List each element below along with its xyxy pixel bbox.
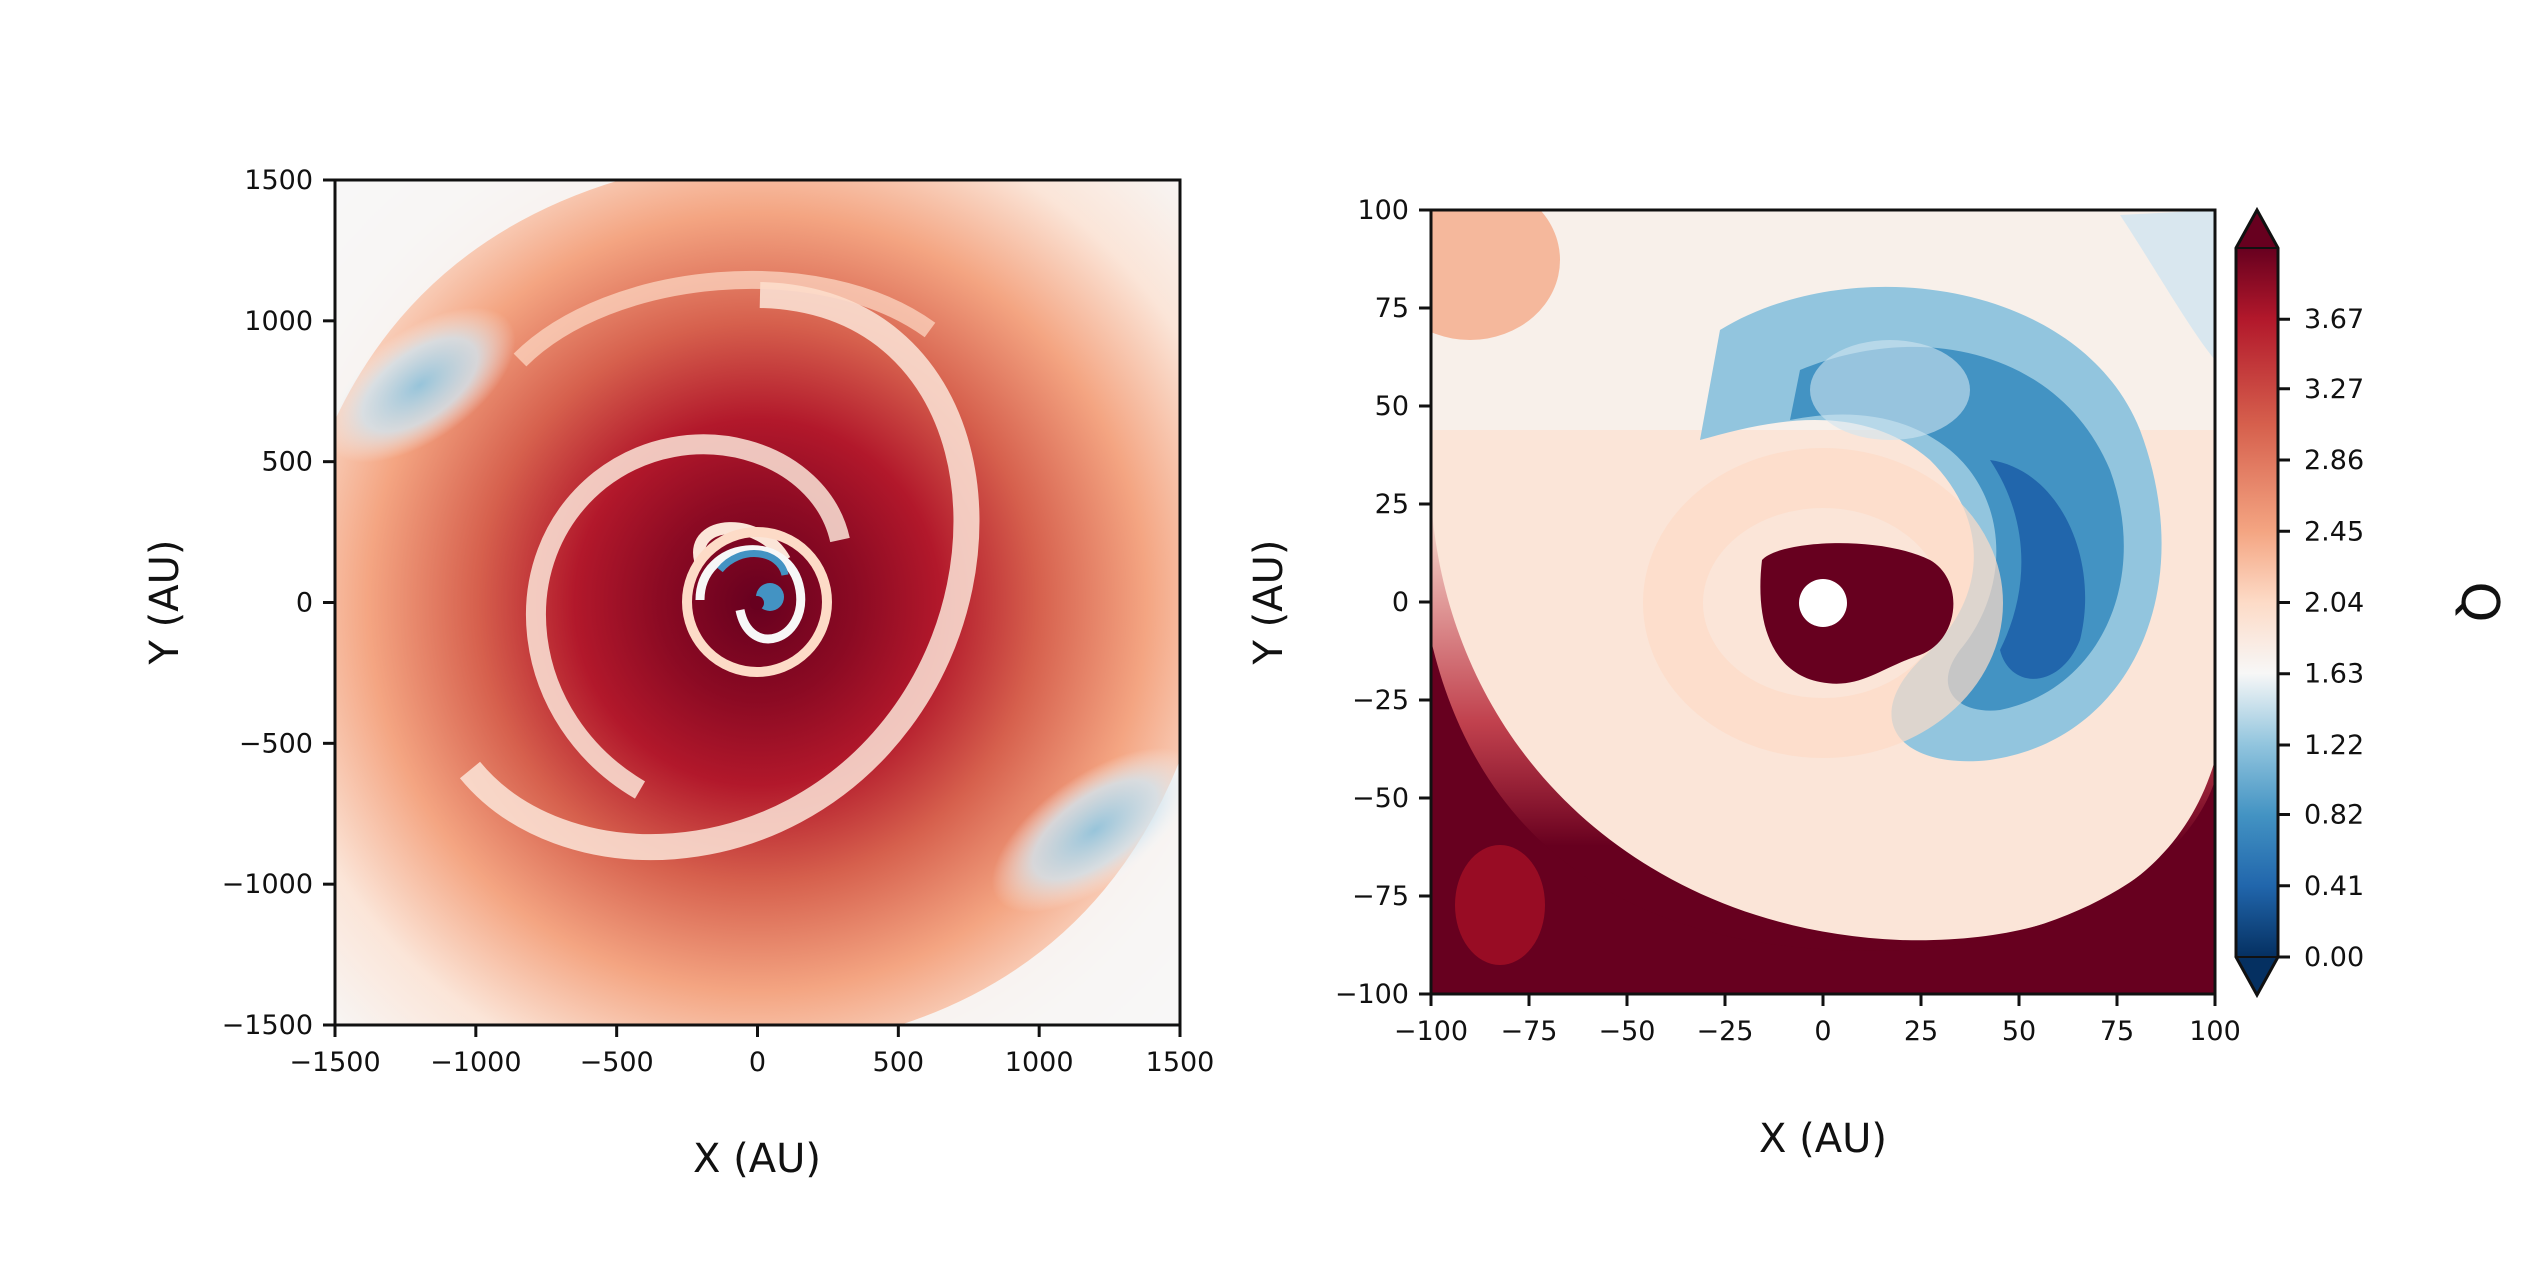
left-x-tick-label: 0 xyxy=(749,1047,766,1078)
left-x-tick-label: 1500 xyxy=(1146,1047,1215,1078)
right-y-tick-label: −25 xyxy=(1352,685,1409,716)
colorbar-tick-label: 2.45 xyxy=(2304,516,2364,547)
left-x-axis-label: X (AU) xyxy=(693,1136,821,1182)
colorbar-tick-label: 0.41 xyxy=(2304,871,2364,902)
right-heatmap-panel: −100 −75 −50 −25 0 25 50 75 100 −100 −75 −50 −25 0 25… xyxy=(1246,195,2241,1162)
colorbar-tick-label: 3.67 xyxy=(2304,304,2364,335)
colorbar-tick-label: 0.00 xyxy=(2304,942,2364,973)
colorbar: 0.00 0.41 0.82 1.22 1.63 2.04 2.45 2.86 3.27 3.67… xyxy=(2234,206,2509,999)
right-y-tick-label: 100 xyxy=(1357,195,1409,226)
colorbar-tick-label: 2.04 xyxy=(2304,588,2364,619)
colorbar-extend-min xyxy=(2234,956,2280,998)
colorbar-tick-label: 0.82 xyxy=(2304,800,2364,831)
right-x-tick-label: −25 xyxy=(1697,1016,1754,1047)
colorbar-label: Q xyxy=(2449,582,2509,623)
right-x-axis-label: X (AU) xyxy=(1759,1116,1887,1162)
left-x-tick-label: −1000 xyxy=(430,1047,521,1078)
colorbar-extend-max xyxy=(2234,207,2280,249)
left-x-tick-label: 500 xyxy=(873,1047,925,1078)
colorbar-tick-label: 1.63 xyxy=(2304,659,2364,690)
right-y-tick-label: −75 xyxy=(1352,881,1409,912)
left-x-tick-label: −500 xyxy=(580,1047,654,1078)
left-y-axis-label: Y (AU) xyxy=(142,540,188,666)
left-y-tick-label: 0 xyxy=(296,588,313,619)
right-x-tick-label: −75 xyxy=(1501,1016,1558,1047)
left-heatmap-panel: −1500 −1000 −500 0 500 1000 1500 −1500 −1000 −50… xyxy=(142,165,1214,1182)
right-y-axis-label: Y (AU) xyxy=(1246,540,1292,666)
left-y-tick-label: 500 xyxy=(261,447,313,478)
right-x-ticks: −100 −75 −50 −25 0 25 50 75 100 xyxy=(1394,994,2241,1047)
left-y-tick-label: −500 xyxy=(239,728,313,759)
colorbar-tick-label: 2.86 xyxy=(2304,445,2364,476)
right-y-tick-label: 25 xyxy=(1375,489,1409,520)
right-x-tick-label: −50 xyxy=(1599,1016,1656,1047)
right-x-tick-label: 0 xyxy=(1814,1016,1831,1047)
right-x-tick-label: −100 xyxy=(1394,1016,1468,1047)
right-y-tick-label: −50 xyxy=(1352,783,1409,814)
left-x-tick-label: 1000 xyxy=(1005,1047,1074,1078)
left-y-tick-label: 1000 xyxy=(244,306,313,337)
right-x-tick-label: 100 xyxy=(2189,1016,2241,1047)
colorbar-ticks: 0.00 0.41 0.82 1.22 1.63 2.04 2.45 2.86 3.27 3.67 xyxy=(2278,304,2364,973)
right-y-tick-label: 75 xyxy=(1375,293,1409,324)
right-y-tick-label: 50 xyxy=(1375,391,1409,422)
colorbar-tick-label: 3.27 xyxy=(2304,374,2364,405)
colorbar-gradient xyxy=(2236,248,2278,957)
left-y-tick-label: −1000 xyxy=(222,869,313,900)
right-x-tick-label: 50 xyxy=(2002,1016,2036,1047)
right-x-tick-label: 75 xyxy=(2100,1016,2134,1047)
right-y-tick-label: 0 xyxy=(1392,587,1409,618)
left-x-ticks: −1500 −1000 −500 0 500 1000 1500 xyxy=(289,1025,1214,1078)
right-x-tick-label: 25 xyxy=(1904,1016,1938,1047)
left-y-tick-label: 1500 xyxy=(244,165,313,196)
left-heatmap-field xyxy=(335,180,1180,1025)
masked-center-marker xyxy=(1799,579,1847,627)
left-x-tick-label: −1500 xyxy=(289,1047,380,1078)
left-y-ticks: −1500 −1000 −500 0 500 1000 1500 xyxy=(222,165,335,1041)
left-y-tick-label: −1500 xyxy=(222,1010,313,1041)
right-heatmap-field xyxy=(1431,210,2215,994)
right-y-ticks: −100 −75 −50 −25 0 25 50 75 100 xyxy=(1335,195,1431,1010)
colorbar-tick-label: 1.22 xyxy=(2304,730,2364,761)
right-y-tick-label: −100 xyxy=(1335,979,1409,1010)
